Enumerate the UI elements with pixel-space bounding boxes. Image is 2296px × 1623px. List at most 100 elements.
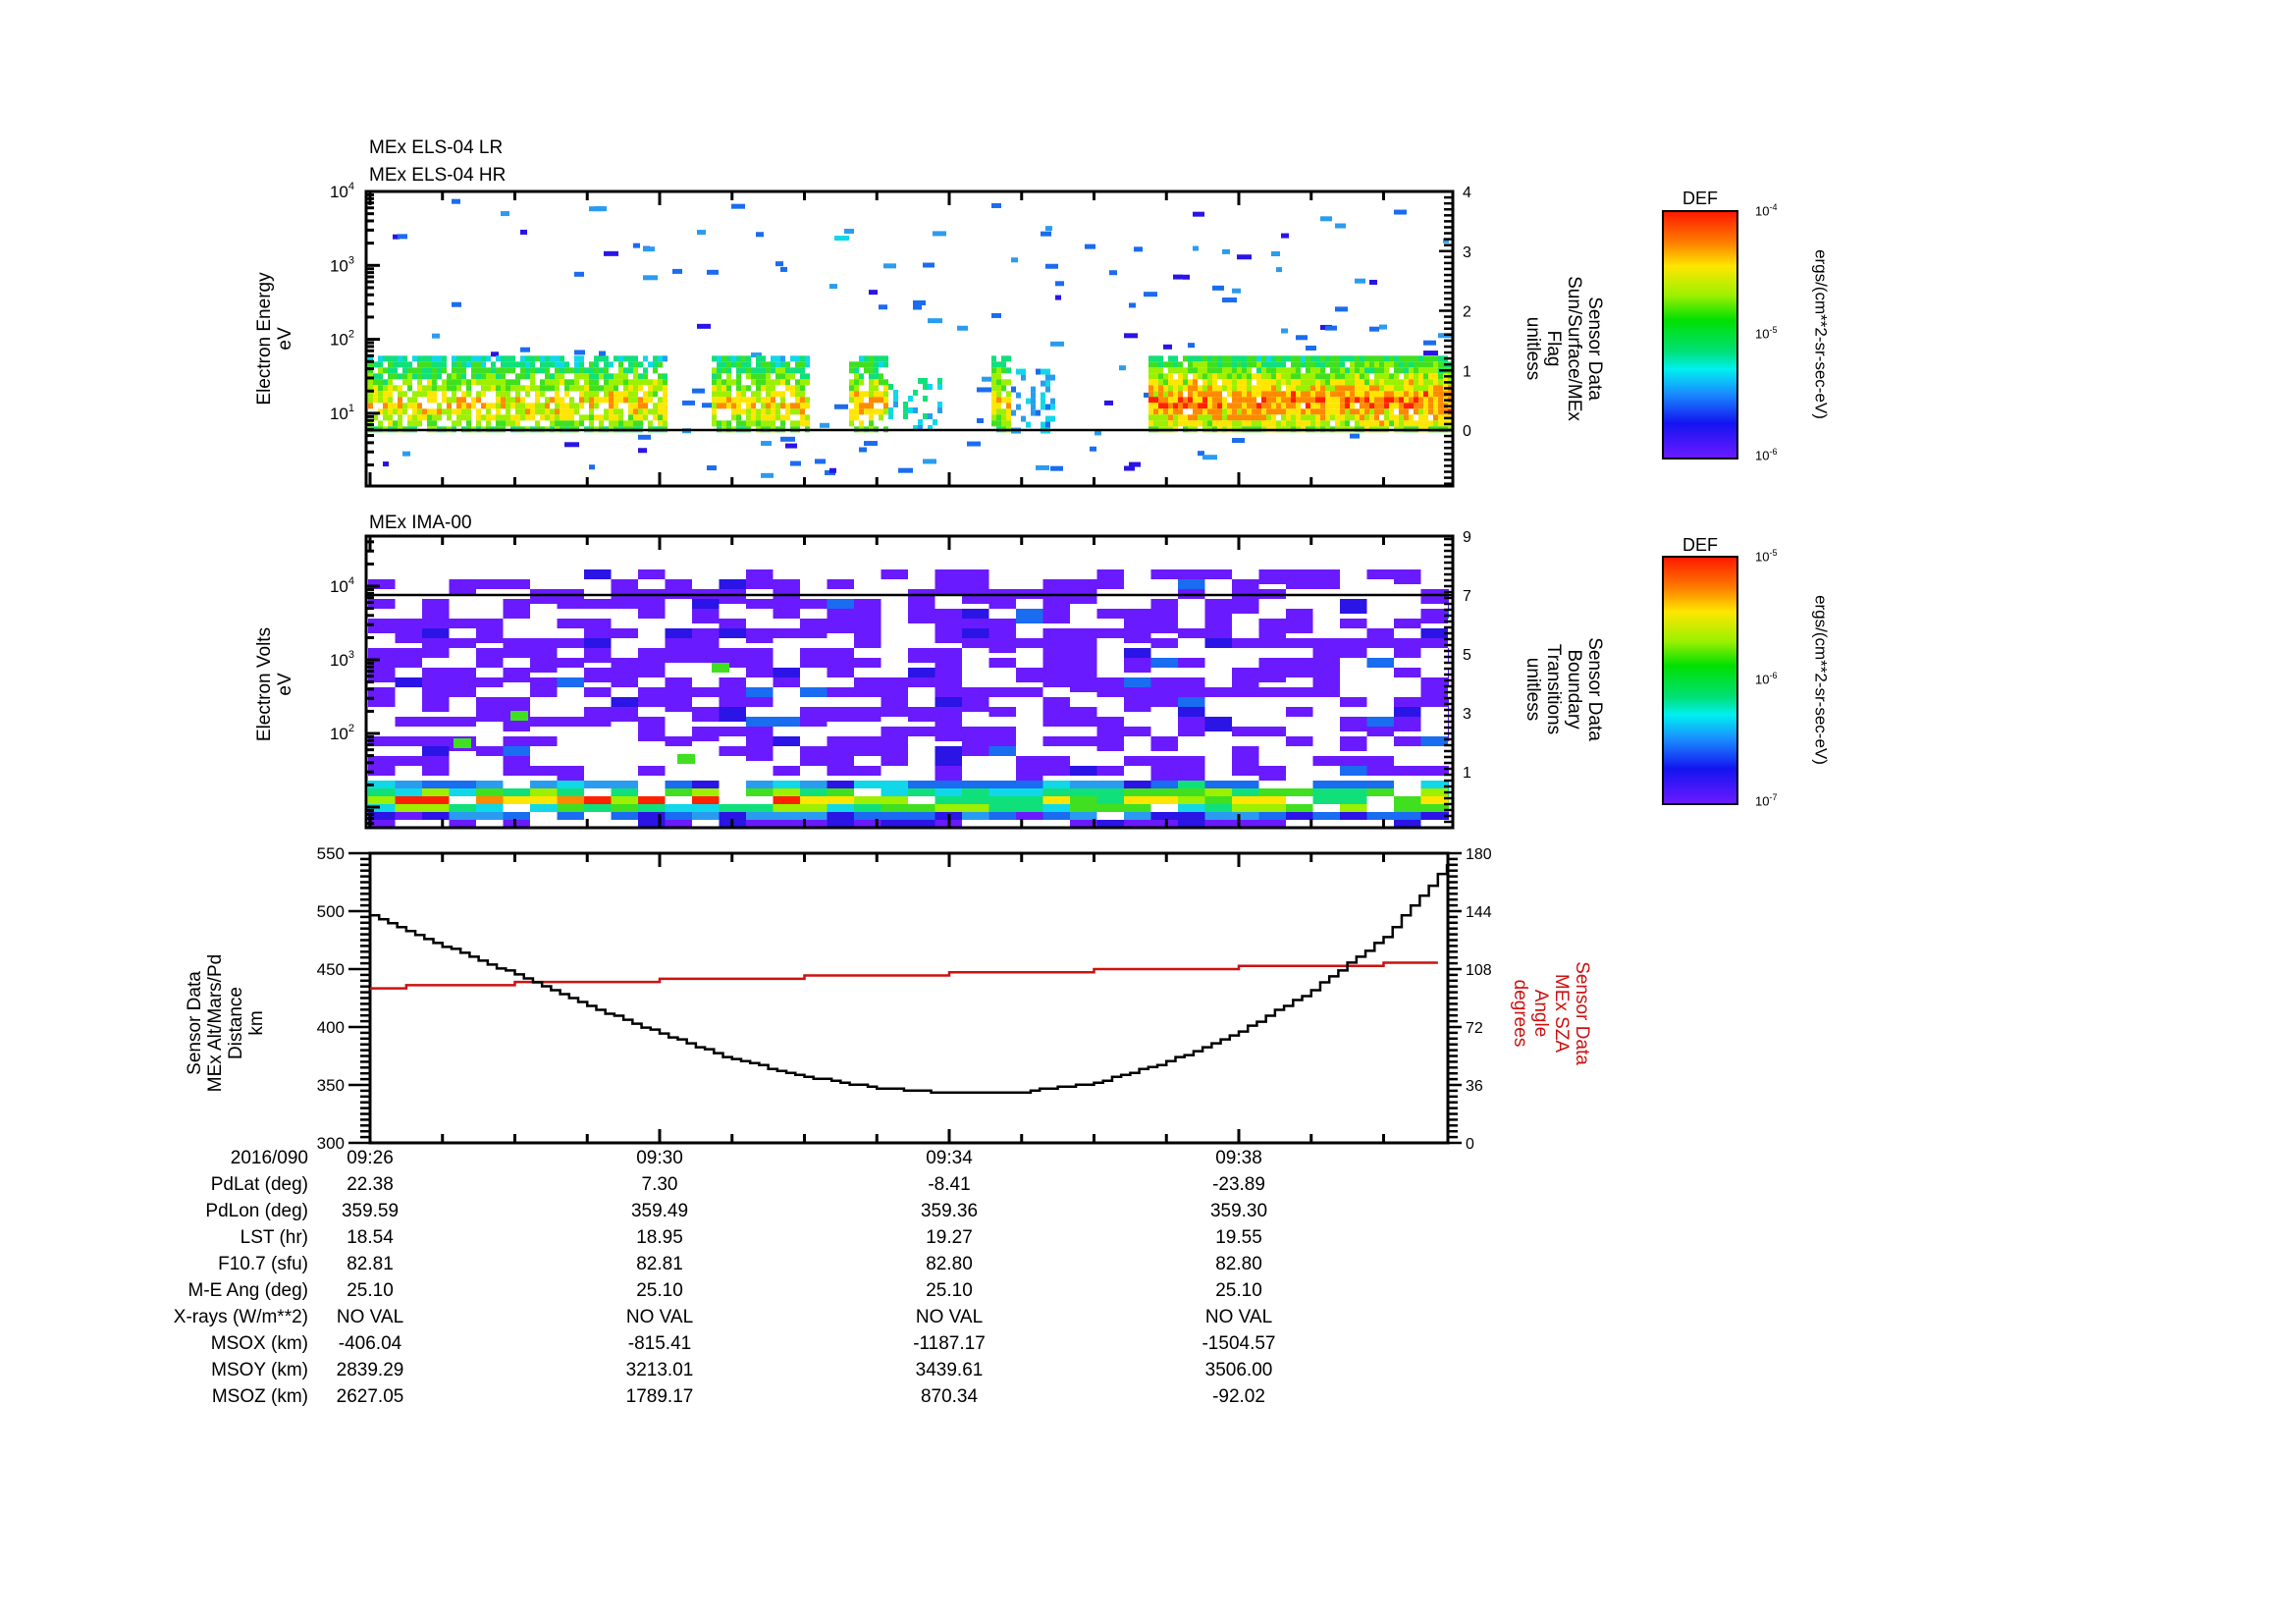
ima-y2-label-line: Boundary — [1564, 649, 1584, 730]
ima-y-axis-label: Electron Volts eV — [254, 586, 295, 783]
els-data-cells — [368, 198, 1453, 478]
ephemeris-value: -8.41 — [928, 1174, 971, 1195]
time-tick-label: 09:34 — [926, 1148, 973, 1168]
ephemeris-value: 82.81 — [347, 1254, 394, 1274]
ima-y-tick-label: 104 — [330, 575, 354, 596]
sza-label-line: Sensor Data — [1572, 961, 1592, 1065]
altitude-tick-label: 450 — [317, 960, 345, 979]
ephemeris-value: NO VAL — [625, 1307, 694, 1327]
ephemeris-value: 18.95 — [636, 1227, 683, 1248]
sza-tick-label: 108 — [1466, 962, 1492, 979]
els-y2-label-line: Sun/Surface/MEx — [1564, 276, 1584, 421]
ima-colorbar-max-label: 10-5 — [1755, 548, 1778, 565]
ima-right-axis: 9 7 5 3 1 — [1444, 529, 1471, 830]
ima-y2-tick-label: 9 — [1463, 529, 1471, 546]
altitude-tick-label: 400 — [317, 1018, 345, 1037]
ima-data-cells — [368, 569, 1449, 828]
els-colorbar-max-label: 10-4 — [1755, 202, 1778, 219]
altitude-tick-label: 550 — [317, 844, 345, 863]
ephemeris-value: 359.49 — [630, 1201, 689, 1221]
date-label: 2016/090 — [230, 1148, 308, 1168]
els-y-tick-label: 104 — [330, 181, 354, 201]
ephemeris-value: 18.54 — [347, 1227, 394, 1248]
els-y2-label-line: Flag — [1543, 330, 1564, 367]
ephemeris-value: NO VAL — [336, 1307, 404, 1327]
axes-frame — [368, 851, 1450, 1145]
ima-y-label-line: Electron Volts — [254, 626, 275, 742]
els-y2-tick-label: 0 — [1463, 423, 1471, 440]
ephemeris-row-label: M-E Ang (deg) — [187, 1280, 309, 1301]
els-y-tick-label: 103 — [330, 254, 354, 275]
ephemeris-value: 2627.05 — [336, 1386, 404, 1407]
sza-label-line: MEx SZA — [1551, 973, 1572, 1054]
ephemeris-row-label: MSOX (km) — [210, 1333, 308, 1354]
ephemeris-value: -1504.57 — [1201, 1333, 1276, 1354]
ephemeris-value: -1187.17 — [913, 1333, 986, 1354]
altitude-tick-label: 300 — [317, 1134, 345, 1153]
altitude-axis: 550 500 450 400 350 300 — [317, 844, 370, 1153]
ephemeris-value: -406.04 — [338, 1333, 402, 1354]
axes-frame — [364, 189, 1455, 488]
els-colorbar — [1662, 210, 1738, 460]
ephemeris-value: -92.02 — [1212, 1386, 1265, 1407]
sza-tick-label: 180 — [1466, 846, 1492, 863]
altitude-line — [370, 864, 1449, 1095]
ephemeris-value: 25.10 — [1215, 1280, 1262, 1301]
ima-y2-label-line: Transitions — [1543, 643, 1564, 735]
ima-y2-axis-label: Sensor Data Boundary Transitions unitles… — [1522, 581, 1605, 797]
ephemeris-value: 870.34 — [920, 1386, 979, 1407]
ephemeris-value: 359.36 — [920, 1201, 979, 1221]
ephemeris-value: 82.80 — [1215, 1254, 1262, 1274]
sza-tick-label: 0 — [1466, 1136, 1474, 1153]
els-y2-axis-label: Sensor Data Sun/Surface/MEx Flag unitles… — [1522, 241, 1605, 457]
els-y-axis-label: Electron Energy eV — [254, 241, 295, 437]
ephemeris-value: 19.55 — [1215, 1227, 1262, 1248]
ephemeris-value: 25.10 — [347, 1280, 394, 1301]
ephemeris-value: 22.38 — [347, 1174, 394, 1195]
ephemeris-value: 82.80 — [926, 1254, 973, 1274]
els-y-label-line: Electron Energy — [254, 272, 275, 406]
ima-y-unit-line: eV — [275, 673, 295, 696]
ima-y2-tick-label: 3 — [1463, 706, 1471, 723]
ima-colorbar — [1662, 556, 1738, 805]
time-tick-label: 09:38 — [1215, 1148, 1262, 1168]
ephemeris-value: -815.41 — [627, 1333, 692, 1354]
els-spectrogram: 104 103 102 101 4 3 2 1 0 — [330, 181, 1471, 488]
sza-axis: 180 144 108 72 36 0 — [1448, 846, 1492, 1153]
ima-spectrogram: 104 103 102 9 7 5 3 1 — [330, 529, 1471, 830]
els-y2-tick-label: 4 — [1463, 185, 1471, 201]
ephemeris-value: 359.30 — [1209, 1201, 1268, 1221]
altitude-axis-label: Sensor Data MEx Alt/Mars/Pd Distance km — [185, 925, 267, 1121]
ephemeris-row-label: PdLon (deg) — [205, 1201, 308, 1221]
ephemeris-value: 82.81 — [636, 1254, 683, 1274]
ima-y-tick-label: 103 — [330, 649, 354, 670]
ephemeris-value: 359.59 — [341, 1201, 400, 1221]
ephemeris-row-label: MSOZ (km) — [211, 1386, 308, 1407]
els-y2-tick-label: 2 — [1463, 304, 1471, 321]
els-y-unit-line: eV — [275, 327, 295, 351]
ephemeris-value: 7.30 — [641, 1174, 678, 1195]
sza-tick-label: 72 — [1466, 1020, 1483, 1037]
ima-y2-tick-label: 1 — [1463, 765, 1471, 782]
altitude-tick-label: 500 — [317, 902, 345, 921]
ephemeris-row-label: F10.7 (sfu) — [218, 1254, 308, 1274]
ima-colorbar-mid-label: 10-6 — [1755, 671, 1778, 687]
ephemeris-value: NO VAL — [915, 1307, 984, 1327]
els-y2-label-line: Sensor Data — [1584, 297, 1605, 401]
ima-left-axis: 104 103 102 — [330, 540, 380, 826]
els-left-axis: 104 103 102 101 — [330, 181, 380, 467]
els-y2-tick-label: 1 — [1463, 363, 1471, 380]
ephemeris-value: 3506.00 — [1204, 1360, 1273, 1380]
ima-colorbar-min-label: 10-7 — [1755, 792, 1778, 809]
els-title-lr: MEx ELS-04 LR — [369, 137, 504, 158]
ima-y2-label-line: Sensor Data — [1584, 637, 1605, 741]
ephemeris-value: 1789.17 — [625, 1386, 694, 1407]
sza-label-line: Angle — [1530, 989, 1551, 1038]
els-title-hr: MEx ELS-04 HR — [369, 165, 507, 186]
els-colorbar-min-label: 10-6 — [1755, 447, 1778, 463]
ima-y2-tick-label: 7 — [1463, 588, 1471, 605]
ephemeris-value: 2839.29 — [336, 1360, 404, 1380]
ima-title: MEx IMA-00 — [369, 513, 472, 533]
altitude-label-line: Sensor Data — [185, 971, 205, 1075]
ima-colorbar-title: DEF — [1682, 535, 1718, 555]
